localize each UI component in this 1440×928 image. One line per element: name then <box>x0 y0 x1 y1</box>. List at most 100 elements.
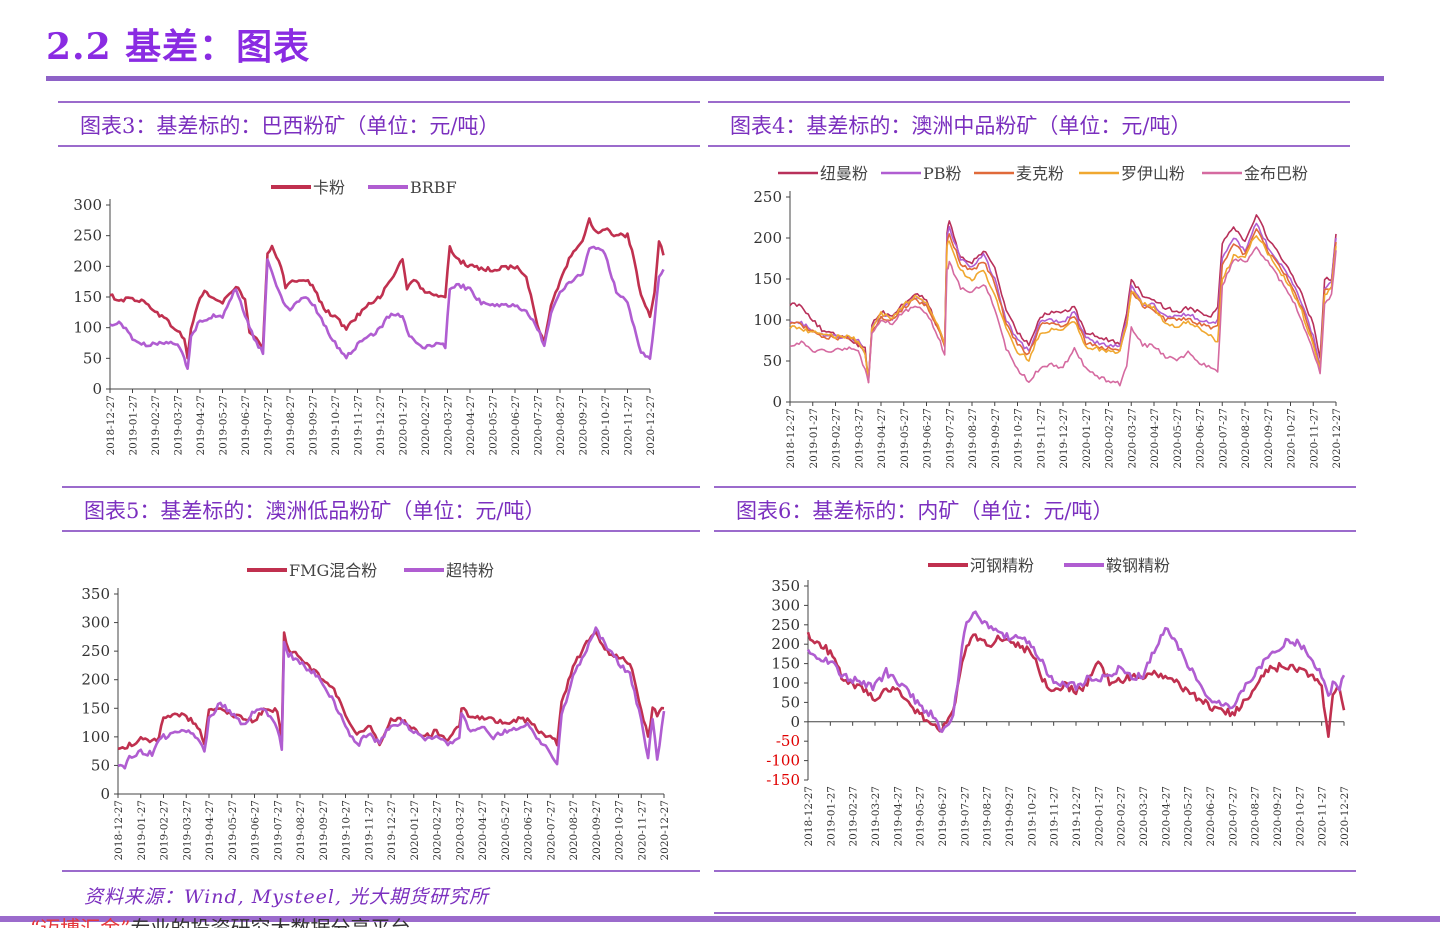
y-tick-label: 300 <box>81 614 110 632</box>
y-tick-label: 0 <box>790 713 800 731</box>
x-tick-label: 2019-12-27 <box>375 395 387 456</box>
x-tick-label: 2020-06-27 <box>1205 786 1217 847</box>
x-tick-label: 2020-08-27 <box>555 395 567 456</box>
panel-c3: 图表3：基差标的：巴西粉矿（单位：元/吨） 0 50 100 150 200 250 300… <box>58 101 700 481</box>
x-tick-label: 2019-11-27 <box>1035 408 1047 469</box>
x-tick-label: 2020-04-27 <box>465 395 477 456</box>
x-tick-label: 2019-03-27 <box>181 800 193 861</box>
series-line <box>789 235 1337 379</box>
legend-label: 金布巴粉 <box>1244 164 1308 183</box>
x-tick-label: 2020-10-27 <box>1294 786 1306 847</box>
x-tick-label: 2020-08-27 <box>568 800 580 861</box>
legend-label: 超特粉 <box>446 561 494 580</box>
x-tick-label: 2019-09-27 <box>1004 786 1016 847</box>
panel-title-c5: 图表5：基差标的：澳洲低品粉矿（单位：元/吨） <box>62 486 700 532</box>
x-tick-label: 2019-03-27 <box>853 408 865 469</box>
y-tick-label: 50 <box>83 349 102 367</box>
x-tick-label: 2019-05-27 <box>915 786 927 847</box>
series-line <box>789 228 1337 380</box>
x-tick-label: 2020-03-27 <box>454 800 466 861</box>
y-tick-label: 100 <box>771 674 800 692</box>
legend-label: 麦克粉 <box>1016 164 1064 183</box>
x-tick-label: 2019-07-27 <box>263 395 275 456</box>
y-tick-label: 300 <box>73 196 102 214</box>
footer-label: 专业的投资研究大数据分享平台 <box>130 916 411 928</box>
y-tick-label: 100 <box>81 728 110 746</box>
x-tick-label: 2019-03-27 <box>870 786 882 847</box>
y-tick-label: 250 <box>73 227 102 245</box>
bottom-rule-left <box>62 870 700 872</box>
x-tick-label: 2020-05-27 <box>1172 408 1184 469</box>
legend-label: 鞍钢精粉 <box>1106 556 1170 575</box>
x-tick-label: 2019-02-27 <box>848 786 860 847</box>
x-tick-label: 2019-02-27 <box>150 395 162 456</box>
chart-c4: 0 50 100 150 200 250 2018-12-27 2019-01-27 2019-… <box>753 164 1343 469</box>
x-tick-label: 2019-11-27 <box>1049 786 1061 847</box>
x-tick-label: 2019-04-27 <box>195 395 207 456</box>
legend-label: 卡粉 <box>313 178 345 197</box>
x-tick-label: 2020-04-27 <box>477 800 489 861</box>
x-tick-label: 2019-10-27 <box>330 395 342 456</box>
series-line <box>109 245 665 370</box>
x-tick-label: 2020-07-27 <box>533 395 545 456</box>
x-tick-label: 2019-05-27 <box>218 395 230 456</box>
footer-text: “迈博汇金”专业的投资研究大数据分享平台 <box>30 918 410 928</box>
series-line <box>109 217 665 360</box>
x-tick-label: 2020-06-27 <box>510 395 522 456</box>
x-tick-label: 2020-11-27 <box>1317 786 1329 847</box>
series-line <box>806 631 1346 738</box>
y-tick-label: 350 <box>81 585 110 603</box>
x-tick-label: 2019-06-27 <box>937 786 949 847</box>
y-tick-label: 0 <box>100 785 110 803</box>
y-tick-label: 0 <box>92 380 102 398</box>
x-tick-label: 2020-01-27 <box>1081 408 1093 469</box>
x-tick-label: 2020-07-27 <box>1227 786 1239 847</box>
x-tick-label: 2019-06-27 <box>240 395 252 456</box>
y-tick-label: 50 <box>763 352 782 370</box>
y-tick-label: 250 <box>81 642 110 660</box>
x-tick-label: 2020-12-27 <box>1339 786 1351 847</box>
y-tick-label: 150 <box>753 270 782 288</box>
x-tick-label: 2019-08-27 <box>967 408 979 469</box>
panel-c5: 图表5：基差标的：澳洲低品粉矿（单位：元/吨） 0 50 100 150 200 250 3… <box>62 486 700 870</box>
y-tick-label: -150 <box>766 771 800 789</box>
x-tick-label: 2019-07-27 <box>272 800 284 861</box>
x-tick-label: 2020-02-27 <box>1104 408 1116 469</box>
panel-title-c6: 图表6：基差标的：内矿（单位：元/吨） <box>714 486 1356 532</box>
y-tick-label: 350 <box>771 577 800 595</box>
x-tick-label: 2019-01-27 <box>808 408 820 469</box>
x-tick-label: 2019-09-27 <box>318 800 330 861</box>
x-tick-label: 2020-02-27 <box>1116 786 1128 847</box>
x-tick-label: 2020-09-27 <box>591 800 603 861</box>
legend-label: FMG混合粉 <box>289 561 377 580</box>
x-tick-label: 2020-03-27 <box>443 395 455 456</box>
x-tick-label: 2020-07-27 <box>1217 408 1229 469</box>
x-tick-label: 2019-05-27 <box>899 408 911 469</box>
legend-label: 罗伊山粉 <box>1121 164 1185 183</box>
x-tick-label: 2020-02-27 <box>432 800 444 861</box>
chart-c5: 0 50 100 150 200 250 300 350 2018-12-27 2019-01-2… <box>81 561 671 861</box>
x-tick-label: 2018-12-27 <box>803 786 815 847</box>
x-tick-label: 2019-03-27 <box>173 395 185 456</box>
panel-title-c3: 图表3：基差标的：巴西粉矿（单位：元/吨） <box>58 101 700 147</box>
bottom-rule-right <box>714 870 1356 872</box>
y-tick-label: 50 <box>91 756 110 774</box>
x-tick-label: 2020-08-27 <box>1250 786 1262 847</box>
y-tick-label: 150 <box>81 699 110 717</box>
x-tick-label: 2020-11-27 <box>636 800 648 861</box>
x-tick-label: 2020-09-27 <box>578 395 590 456</box>
x-tick-label: 2020-05-27 <box>500 800 512 861</box>
x-tick-label: 2020-01-27 <box>398 395 410 456</box>
title-rule <box>46 76 1384 81</box>
x-tick-label: 2020-03-27 <box>1138 786 1150 847</box>
footer-bar <box>0 916 1440 922</box>
legend-label: BRBF <box>410 178 457 197</box>
chart-c3: 0 50 100 150 200 250 300 2018-12-27 2019-01-27 20… <box>73 178 665 456</box>
y-tick-label: 300 <box>771 596 800 614</box>
panel-c4: 图表4：基差标的：澳洲中品粉矿（单位：元/吨） 0 50 100 150 200 250 2… <box>708 101 1350 481</box>
y-tick-label: 200 <box>81 671 110 689</box>
y-tick-label: 50 <box>781 693 800 711</box>
x-tick-label: 2018-12-27 <box>785 408 797 469</box>
x-tick-label: 2018-12-27 <box>113 800 125 861</box>
